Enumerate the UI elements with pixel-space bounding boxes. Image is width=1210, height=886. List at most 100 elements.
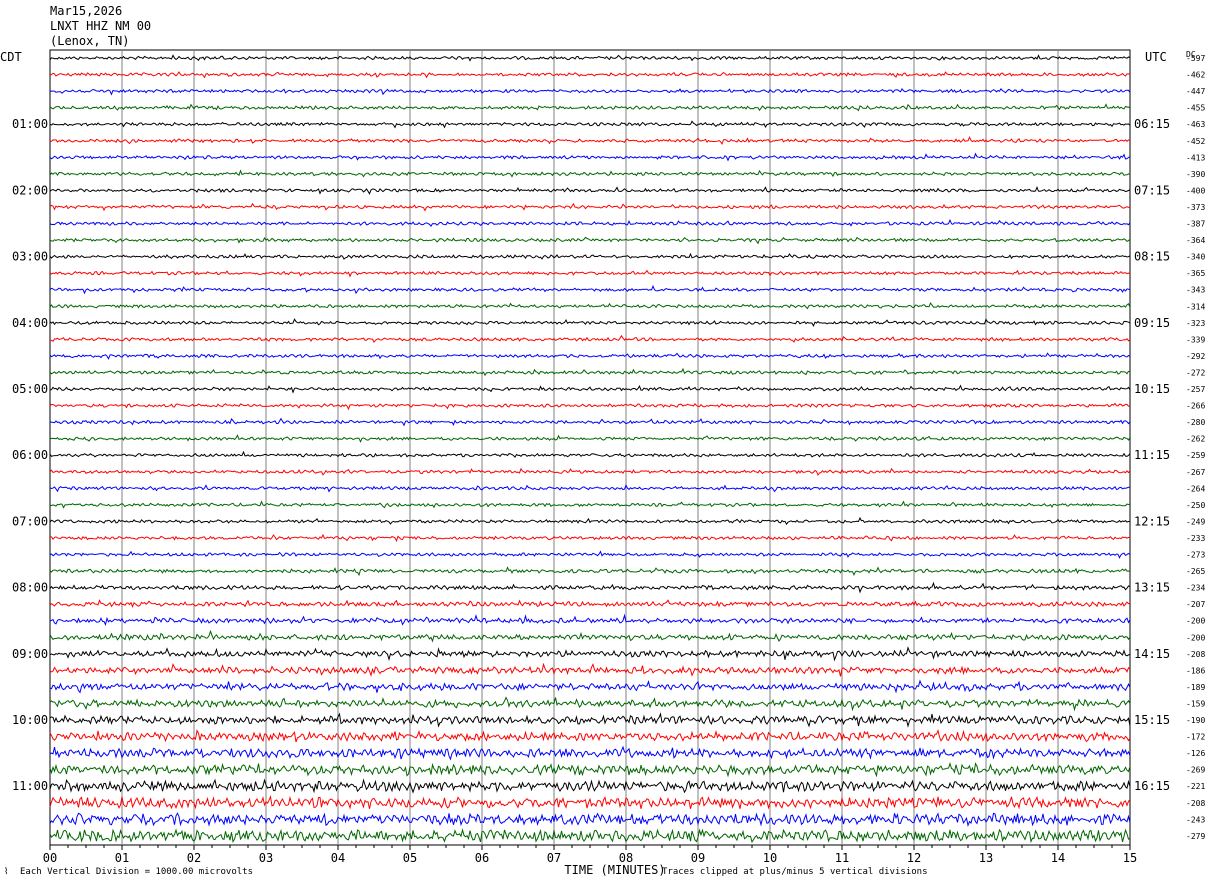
seismic-trace	[49, 761, 1131, 778]
seismic-trace	[49, 516, 1131, 526]
right-hour-label: 15:15	[1134, 713, 1170, 727]
plot-frame	[49, 49, 1131, 846]
dc-offset-label: -364	[1186, 236, 1205, 245]
seismic-trace	[49, 185, 1131, 195]
dc-offset-label: -292	[1186, 352, 1205, 361]
x-tick-label: 04	[331, 851, 345, 865]
dc-offset-label: -243	[1186, 815, 1205, 824]
dc-offset-label: -462	[1186, 71, 1205, 80]
x-tick-label: 09	[691, 851, 705, 865]
dc-offset-label: -249	[1186, 517, 1205, 526]
seismic-trace	[49, 629, 1131, 643]
seismic-trace	[50, 136, 1131, 146]
right-hour-label: 09:15	[1134, 316, 1170, 330]
right-hour-label: 13:15	[1134, 581, 1170, 595]
seismic-trace	[49, 384, 1131, 394]
seismic-trace	[49, 87, 1131, 96]
seismic-trace	[49, 450, 1131, 459]
seismic-trace	[49, 54, 1131, 62]
dc-offset-label: -234	[1186, 584, 1205, 593]
dc-offset-label: -259	[1186, 451, 1205, 460]
trace-group	[49, 54, 1131, 844]
x-tick-label: 11	[835, 851, 849, 865]
seismic-trace	[49, 120, 1131, 129]
left-hour-label: 08:00	[12, 581, 48, 595]
right-timezone-label: UTC	[1145, 50, 1167, 64]
seismic-trace	[49, 778, 1131, 794]
dc-offset-label: -159	[1186, 699, 1205, 708]
seismic-trace	[49, 679, 1131, 694]
dc-offset-label: -373	[1186, 203, 1205, 212]
seismic-trace	[49, 696, 1131, 712]
seismic-trace	[49, 218, 1131, 227]
dc-offset-label: -257	[1186, 385, 1205, 394]
x-tick-label: 05	[403, 851, 417, 865]
x-tick-label: 13	[979, 851, 993, 865]
right-hour-label: 06:15	[1134, 117, 1170, 131]
seismic-trace	[49, 402, 1131, 411]
seismic-trace	[49, 318, 1131, 327]
x-tick-label: 03	[259, 851, 273, 865]
x-tick-label: 01	[115, 851, 129, 865]
left-hour-label: 06:00	[12, 448, 48, 462]
dc-offset-label: -280	[1186, 418, 1205, 427]
seismic-trace	[49, 795, 1131, 810]
dc-offset-label: -126	[1186, 749, 1205, 758]
dc-offset-label: -390	[1186, 170, 1205, 179]
right-hour-label: 14:15	[1134, 647, 1170, 661]
left-hour-label: 03:00	[12, 250, 48, 264]
dc-offset-label: -452	[1186, 137, 1205, 146]
seismic-trace	[49, 533, 1131, 543]
left-hour-label: 02:00	[12, 183, 48, 197]
dc-offset-label: -387	[1186, 220, 1205, 229]
dc-offset-label: -172	[1186, 733, 1205, 742]
right-hour-label: 08:15	[1134, 250, 1170, 264]
seismic-trace	[49, 202, 1131, 212]
dc-offset-label: -266	[1186, 402, 1205, 411]
dc-offset-label: -267	[1186, 468, 1205, 477]
dc-offset-label: -400	[1186, 186, 1205, 195]
x-tick-label: 07	[547, 851, 561, 865]
dc-offset-label: -272	[1186, 368, 1205, 377]
x-tick-label: 10	[763, 851, 777, 865]
left-hour-label: 09:00	[12, 647, 48, 661]
seismic-trace	[49, 728, 1131, 743]
dc-offset-label: -339	[1186, 335, 1205, 344]
seismic-trace	[49, 745, 1131, 761]
seismic-trace	[49, 434, 1131, 443]
dc-offset-label: -207	[1186, 600, 1205, 609]
left-hour-label: 10:00	[12, 713, 48, 727]
dc-offset-label: -463	[1186, 120, 1205, 129]
x-tick-label: 00	[43, 851, 57, 865]
seismic-trace	[49, 169, 1131, 178]
dc-offset-label: -200	[1186, 617, 1205, 626]
seismic-trace	[49, 483, 1130, 493]
right-hour-label: 07:15	[1134, 183, 1170, 197]
dc-offset-label: -365	[1186, 269, 1205, 278]
seismic-trace	[49, 566, 1131, 577]
dc-offset-label: -447	[1186, 87, 1205, 96]
scale-note: Each Vertical Division = 1000.00 microvo…	[20, 867, 253, 877]
left-hour-label: 07:00	[12, 514, 48, 528]
left-hour-label: 01:00	[12, 117, 48, 131]
clip-note: Traces clipped at plus/minus 5 vertical …	[662, 867, 928, 877]
chart-grid	[49, 49, 1131, 850]
dc-offset-label: -200	[1186, 633, 1205, 642]
seismic-trace	[49, 646, 1131, 662]
dc-offset-label: -262	[1186, 435, 1205, 444]
seismic-trace	[49, 467, 1131, 476]
seismic-trace	[49, 613, 1131, 626]
seismic-trace	[49, 71, 1131, 79]
dc-offset-label: -250	[1186, 501, 1205, 510]
header-date: Mar15,2026	[50, 4, 123, 18]
x-tick-label: 06	[475, 851, 489, 865]
dc-offset-label: -233	[1186, 534, 1205, 543]
dc-offset-label: -323	[1186, 319, 1205, 328]
seismic-trace	[49, 103, 1131, 112]
seismic-trace	[49, 367, 1131, 377]
x-tick-label: 08	[619, 851, 633, 865]
dc-offset-label: -455	[1186, 104, 1205, 113]
dc-offset-label: -343	[1186, 286, 1205, 295]
dc-offset-label: -340	[1186, 253, 1205, 262]
x-tick-label: 14	[1051, 851, 1065, 865]
